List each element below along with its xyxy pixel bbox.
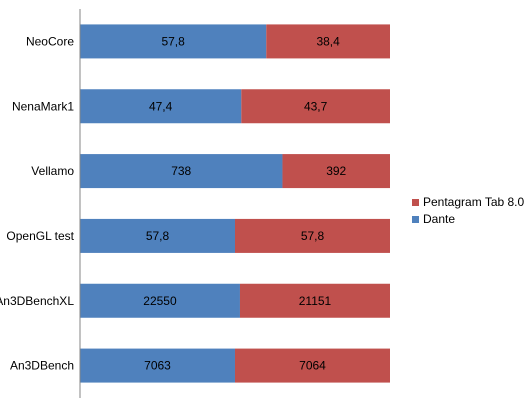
data-label: 738 [171,164,191,178]
data-label: 57,8 [301,229,325,243]
bar-segment-pentagram [241,89,390,124]
category-label: Vellamo [31,164,74,178]
category-label: OpenGL test [6,229,74,243]
bar-segment-pentagram [239,283,390,318]
bar-segment-pentagram [282,154,390,189]
data-label: 7063 [144,359,171,373]
bar-segment-dante [80,89,242,124]
legend-label: Dante [423,212,455,226]
data-label: 21151 [299,294,332,308]
data-label: 38,4 [316,34,340,48]
data-label: 57,8 [146,229,170,243]
data-label: 7064 [299,359,326,373]
bar-segment-dante [80,283,240,318]
legend-swatch [412,199,419,206]
bar-segment-pentagram [234,348,390,383]
category-label: NenaMark1 [12,99,74,113]
category-label: NeoCore [26,34,74,48]
bar-segment-dante [80,154,283,189]
bar-segment-dante [80,348,235,383]
bars-layer [80,24,390,383]
data-label: 22550 [143,294,177,308]
bar-segment-pentagram [235,218,390,253]
bar-segment-dante [80,24,267,59]
data-label: 57,8 [161,34,185,48]
labels-layer: NeoCore 57,8 38,4 NenaMark1 47,4 43,7 Vellamo 7… [0,34,347,372]
category-label: An3DBenchXL [0,294,74,308]
bar-segment-pentagram [266,24,390,59]
data-label: 47,4 [149,99,173,113]
bar-segment-dante [80,218,235,253]
legend: Pentagram Tab 8.0 Dante [412,195,525,226]
legend-label: Pentagram Tab 8.0 [423,195,525,209]
data-label: 392 [326,164,346,178]
legend-swatch [412,216,419,223]
data-label: 43,7 [304,99,328,113]
category-label: An3DBench [10,359,74,373]
